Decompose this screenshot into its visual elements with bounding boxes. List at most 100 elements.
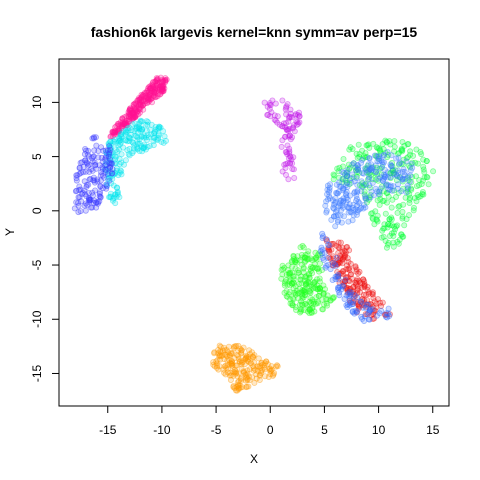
data-point [215, 366, 222, 373]
data-point [111, 191, 118, 198]
data-point [376, 153, 383, 160]
data-point [162, 137, 169, 144]
data-point [386, 186, 393, 193]
data-point [236, 358, 243, 365]
data-point [301, 301, 308, 308]
data-point [86, 176, 93, 183]
data-point [139, 148, 146, 155]
data-point [373, 304, 380, 311]
data-point [130, 114, 137, 121]
data-point [379, 227, 386, 234]
data-point [324, 182, 331, 189]
data-point [323, 300, 330, 307]
data-point [325, 261, 332, 268]
data-point [319, 306, 326, 313]
data-point [354, 207, 361, 214]
data-point [340, 198, 347, 205]
data-point [129, 110, 136, 117]
data-point [421, 169, 428, 176]
data-point [103, 182, 110, 189]
data-point [227, 369, 234, 376]
data-point [339, 168, 346, 175]
data-point [383, 139, 390, 146]
data-point [153, 80, 160, 87]
data-point [300, 244, 307, 251]
data-point [321, 286, 328, 293]
data-point [130, 145, 137, 152]
data-point [244, 367, 251, 374]
data-point [139, 101, 146, 108]
data-point [361, 282, 368, 289]
data-point [322, 236, 329, 243]
data-point [105, 150, 112, 157]
data-point [121, 119, 128, 126]
data-point [259, 361, 266, 368]
data-point [128, 107, 135, 114]
data-point [301, 288, 308, 295]
data-point [345, 277, 352, 284]
data-point [134, 129, 141, 136]
data-point [285, 270, 292, 277]
data-point [362, 195, 369, 202]
data-point [383, 181, 390, 188]
data-point [75, 202, 82, 209]
data-point [346, 289, 353, 296]
data-point [281, 282, 288, 289]
data-point [148, 85, 155, 92]
data-point [314, 286, 321, 293]
data-point [84, 162, 91, 169]
data-point [112, 140, 119, 147]
data-point [320, 256, 327, 263]
data-point [311, 278, 318, 285]
data-point [143, 95, 150, 102]
data-point [303, 273, 310, 280]
data-point [297, 257, 304, 264]
data-point [279, 271, 286, 278]
data-point [94, 200, 101, 207]
data-point [360, 291, 367, 298]
data-point [349, 299, 356, 306]
data-point [116, 169, 123, 176]
data-point [147, 90, 154, 97]
data-point [129, 115, 136, 122]
data-point [387, 170, 394, 177]
data-point [344, 204, 351, 211]
data-point [223, 364, 230, 371]
data-point [360, 276, 367, 283]
data-point [397, 174, 404, 181]
data-point [250, 367, 257, 374]
data-point [399, 233, 406, 240]
data-point [261, 366, 268, 373]
data-point [362, 193, 369, 200]
data-point [279, 123, 286, 130]
data-point [142, 121, 149, 128]
data-point [234, 387, 241, 394]
data-point [361, 191, 368, 198]
data-point [309, 265, 316, 272]
data-point [330, 253, 337, 260]
data-point [291, 273, 298, 280]
data-point [228, 360, 235, 367]
data-point [86, 195, 93, 202]
data-point [393, 155, 400, 162]
data-point [331, 172, 338, 179]
y-tick-label: 0 [30, 207, 44, 214]
data-point [381, 166, 388, 173]
data-point [325, 247, 332, 254]
data-point [381, 171, 388, 178]
data-point [77, 208, 84, 215]
data-point [160, 83, 167, 90]
data-point [73, 172, 80, 179]
data-point [331, 261, 338, 268]
data-point [290, 253, 297, 260]
data-point [356, 268, 363, 275]
data-point [127, 106, 134, 113]
data-point [148, 95, 155, 102]
data-point [157, 74, 164, 81]
data-point [388, 162, 395, 169]
data-point [154, 136, 161, 143]
data-point [385, 310, 392, 317]
data-point [287, 136, 294, 143]
data-point [90, 134, 97, 141]
data-point [313, 254, 320, 261]
